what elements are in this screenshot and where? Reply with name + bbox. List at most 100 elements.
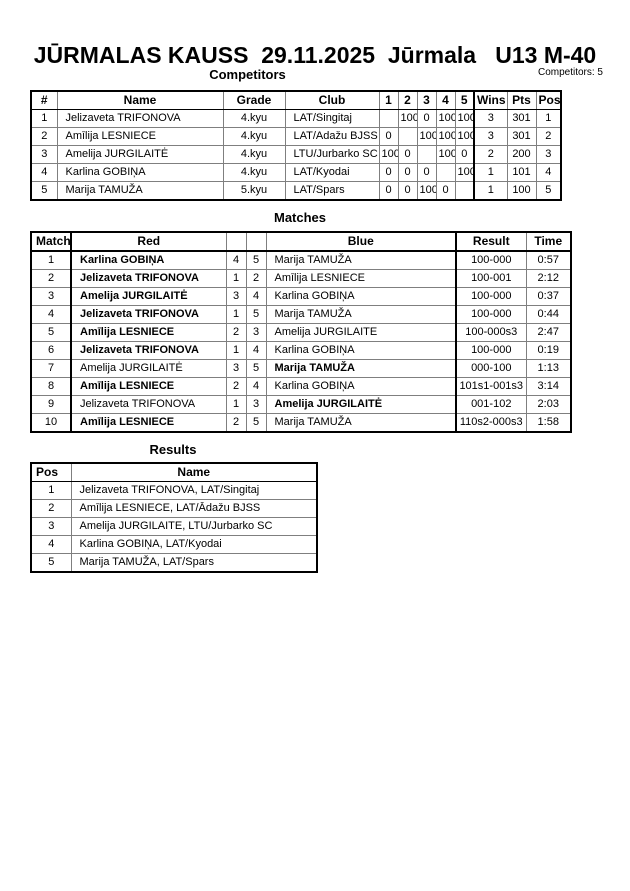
header-club: Club [284, 90, 380, 110]
result-row: 2 Amīlija LESNIECE, LAT/Ādažu BJSS [30, 499, 318, 518]
match-result: 100-000 [455, 250, 527, 270]
red-competitor-number: 3 [225, 359, 247, 378]
result-position: 4 [30, 535, 72, 554]
competitor-grade: 4.kyu [222, 127, 286, 146]
score-vs-1: 0 [378, 163, 399, 182]
score-vs-4 [435, 163, 456, 182]
score-vs-5 [454, 181, 475, 201]
red-competitor-name: Amelija JURGILAITĖ [70, 359, 227, 378]
results-body: 1 Jelizaveta TRIFONOVA, LAT/Singitaj 2 Amīl… [30, 481, 318, 573]
result-row: 4 Karlina GOBIŅA, LAT/Kyodai [30, 535, 318, 554]
header-opponent-3: 3 [416, 90, 437, 110]
score-vs-4: 0 [435, 181, 456, 201]
result-name: Karlina GOBIŅA, LAT/Kyodai [70, 535, 318, 554]
score-vs-2: 0 [397, 181, 418, 201]
result-name: Marija TAMUŽA, LAT/Spars [70, 553, 318, 573]
match-row: 10 Amīlija LESNIECE 2 5 Marija TAMUŽA 110s2-0… [30, 413, 572, 433]
matches-header-row: Match Red Blue Result Time [30, 231, 572, 252]
score-vs-4: 100 [435, 145, 456, 164]
match-row: 6 Jelizaveta TRIFONOVA 1 4 Karlina GOBIŅA 100… [30, 341, 572, 360]
match-result: 000-100 [455, 359, 527, 378]
match-row: 1 Karlina GOBIŅA 4 5 Marija TAMUŽA 100-000 0:5… [30, 250, 572, 270]
competitor-wins: 3 [473, 109, 508, 128]
competitor-points: 101 [506, 163, 537, 182]
score-vs-5: 100 [454, 109, 475, 128]
red-competitor-name: Jelizaveta TRIFONOVA [70, 341, 227, 360]
score-vs-3: 100 [416, 127, 437, 146]
red-competitor-number: 1 [225, 341, 247, 360]
result-position: 1 [30, 481, 72, 500]
match-result: 100-000 [455, 305, 527, 324]
match-result: 100-000s3 [455, 323, 527, 342]
header-result-position: Pos [30, 462, 72, 482]
blue-competitor-number: 5 [245, 413, 267, 433]
competitor-name: Amelija JURGILAITĖ [56, 145, 224, 164]
page-title: JŪRMALAS KAUSS 29.11.2025 Jūrmala U13 M-… [33, 42, 597, 68]
header-match: Match [30, 231, 72, 252]
competitor-wins: 1 [473, 181, 508, 201]
competitor-points: 100 [506, 181, 537, 201]
competitors-count-label: Competitors: 5 [537, 67, 603, 78]
header-grade: Grade [222, 90, 286, 110]
red-competitor-number: 1 [225, 305, 247, 324]
blue-competitor-number: 4 [245, 341, 267, 360]
header-points: Pts [506, 90, 537, 110]
match-row: 8 Amīlija LESNIECE 2 4 Karlina GOBIŅA 101s1-0… [30, 377, 572, 396]
result-row: 3 Amelija JURGILAITE, LTU/Jurbarko SC [30, 517, 318, 536]
blue-competitor-name: Amelija JURGILAITĖ [265, 395, 457, 414]
blue-competitor-name: Amīlija LESNIECE [265, 269, 457, 288]
header-blue: Blue [265, 231, 457, 252]
blue-competitor-number: 5 [245, 305, 267, 324]
header-position: Pos [535, 90, 562, 110]
match-time: 2:03 [525, 395, 572, 414]
match-time: 0:19 [525, 341, 572, 360]
blue-competitor-number: 4 [245, 287, 267, 306]
blue-competitor-number: 4 [245, 377, 267, 396]
score-vs-4: 100 [435, 127, 456, 146]
competitor-number: 2 [30, 127, 58, 146]
blue-competitor-name: Karlina GOBIŅA [265, 287, 457, 306]
red-competitor-number: 4 [225, 250, 247, 270]
competitor-grade: 4.kyu [222, 163, 286, 182]
header-result: Result [455, 231, 527, 252]
header-blue-number [245, 231, 267, 252]
match-number: 1 [30, 250, 72, 270]
header-red: Red [70, 231, 227, 252]
competitors-table: # Name Grade Club 1 2 3 4 5 Wins Pts Pos… [30, 90, 562, 201]
match-time: 0:37 [525, 287, 572, 306]
competitor-club: LAT/Adažu BJSS [284, 127, 380, 146]
match-row: 4 Jelizaveta TRIFONOVA 1 5 Marija TAMUŽA 100-… [30, 305, 572, 324]
result-row: 1 Jelizaveta TRIFONOVA, LAT/Singitaj [30, 481, 318, 500]
competitor-club: LTU/Jurbarko SC [284, 145, 380, 164]
score-vs-3: 100 [416, 181, 437, 201]
result-position: 2 [30, 499, 72, 518]
red-competitor-name: Jelizaveta TRIFONOVA [70, 269, 227, 288]
score-vs-5: 100 [454, 163, 475, 182]
red-competitor-name: Amelija JURGILAITĖ [70, 287, 227, 306]
blue-competitor-name: Marija TAMUŽA [265, 250, 457, 270]
results-header-row: Pos Name [30, 462, 318, 482]
score-vs-1: 0 [378, 181, 399, 201]
score-vs-1: 0 [378, 127, 399, 146]
result-position: 5 [30, 553, 72, 573]
competitor-club: LAT/Singitaj [284, 109, 380, 128]
red-competitor-name: Karlina GOBIŅA [70, 250, 227, 270]
match-result: 100-001 [455, 269, 527, 288]
score-vs-2: 0 [397, 145, 418, 164]
red-competitor-name: Jelizaveta TRIFONOVA [70, 305, 227, 324]
blue-competitor-name: Amelija JURGILAITE [265, 323, 457, 342]
competitor-position: 1 [535, 109, 562, 128]
match-row: 9 Jelizaveta TRIFONOVA 1 3 Amelija JURGILAIT… [30, 395, 572, 414]
competitor-grade: 4.kyu [222, 109, 286, 128]
blue-competitor-number: 3 [245, 323, 267, 342]
competitor-club: LAT/Spars [284, 181, 380, 201]
red-competitor-number: 1 [225, 395, 247, 414]
match-result: 100-000 [455, 341, 527, 360]
result-name: Jelizaveta TRIFONOVA, LAT/Singitaj [70, 481, 318, 500]
match-number: 10 [30, 413, 72, 433]
competitor-name: Marija TAMUŽA [56, 181, 224, 201]
match-result: 101s1-001s3 [455, 377, 527, 396]
